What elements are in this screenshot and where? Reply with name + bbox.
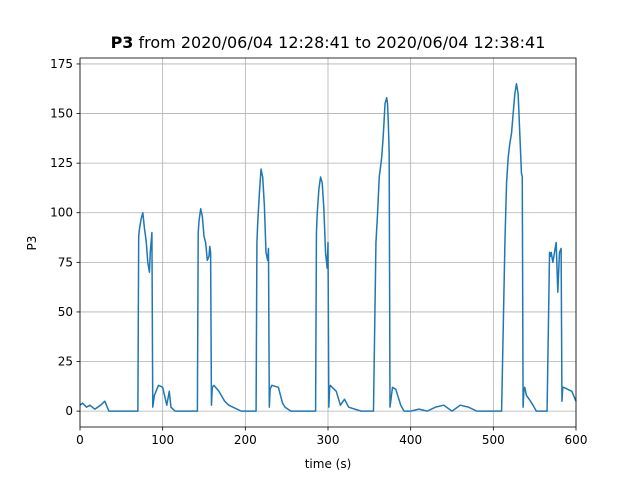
x-tick-label: 0 (76, 433, 84, 447)
y-axis-label: P3 (25, 236, 39, 251)
ticks-layer: 0 100 200 300 400 500 600 0 25 50 75 100 125 150 175 (50, 57, 587, 447)
chart-title: P3 from 2020/06/04 12:28:41 to 2020/06/0… (80, 33, 576, 52)
y-tick-label: 25 (58, 355, 73, 369)
y-tick-label: 75 (58, 255, 73, 269)
chart-title-rest: from 2020/06/04 12:28:41 to 2020/06/04 1… (138, 33, 546, 52)
x-tick-label: 200 (234, 433, 257, 447)
x-tick-label: 600 (565, 433, 588, 447)
y-tick-label: 100 (50, 206, 73, 220)
chart-title-bold: P3 (110, 33, 134, 52)
series-line (79, 83, 577, 412)
y-tick-label: 0 (65, 404, 73, 418)
x-axis-label: time (s) (305, 457, 352, 471)
x-tick-label: 500 (482, 433, 505, 447)
x-tick-label: 400 (399, 433, 422, 447)
series-layer (79, 83, 577, 412)
x-tick-label: 300 (317, 433, 340, 447)
x-tick-label: 100 (151, 433, 174, 447)
y-tick-label: 50 (58, 305, 73, 319)
y-tick-label: 150 (50, 107, 73, 121)
y-tick-label: 125 (50, 156, 73, 170)
y-tick-label: 175 (50, 57, 73, 71)
